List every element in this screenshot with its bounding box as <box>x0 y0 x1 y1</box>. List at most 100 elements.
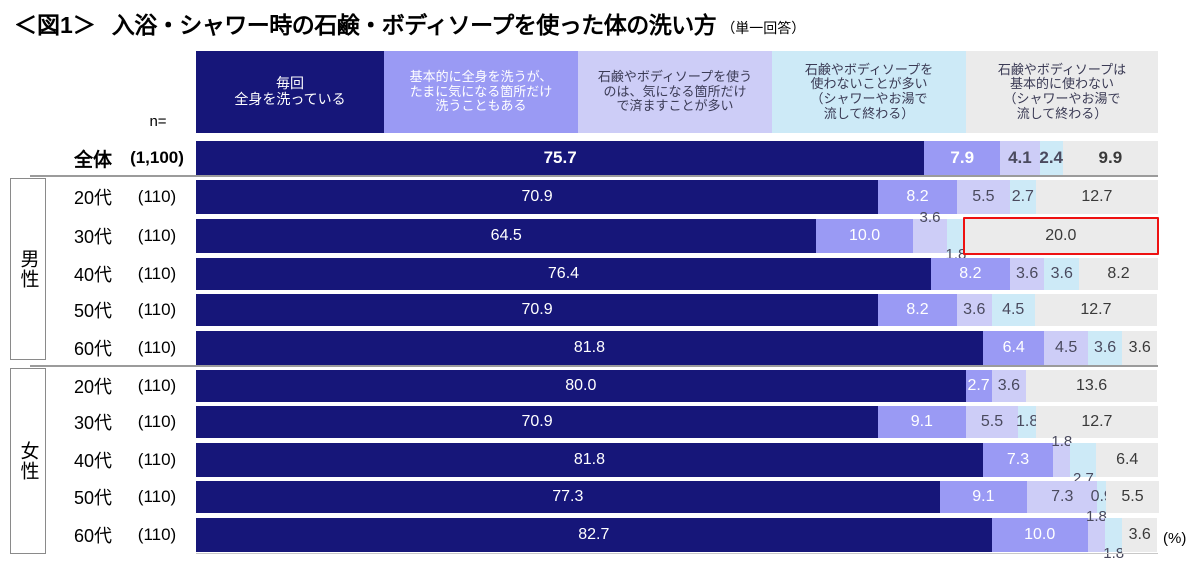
bar-value-label: 3.6 <box>1050 265 1073 282</box>
row-label: 50代 <box>73 301 112 321</box>
bar-value-label: 3.6 <box>963 301 986 318</box>
separator-above-male <box>30 175 1158 177</box>
bar-segment-4[interactable]: 12.7 <box>1035 406 1158 438</box>
bar-value-label: 6.4 <box>1116 451 1139 468</box>
bar-segment-3[interactable]: 2.7 <box>1009 180 1036 214</box>
bar-segment-1[interactable]: 10.0 <box>816 219 913 253</box>
bar-segment-1[interactable]: 10.0 <box>991 518 1088 552</box>
bar-segment-4[interactable]: 9.9 <box>1062 141 1158 175</box>
bar-segment-0[interactable]: 70.9 <box>196 406 879 438</box>
bar-segment-2[interactable]: 3.6 <box>991 370 1027 402</box>
row-sample-size: (110) <box>137 412 177 431</box>
bar-segment-4[interactable]: 6.4 <box>1096 443 1158 477</box>
bar-segment-2[interactable]: 3.6 <box>1009 258 1045 290</box>
bar-value-label: 1.8 <box>1085 508 1107 525</box>
bar-segment-0[interactable]: 80.0 <box>196 370 966 402</box>
bar-segment-0[interactable]: 81.8 <box>196 443 983 477</box>
row-label: 40代 <box>73 265 112 285</box>
bar-segment-3[interactable]: 3.6 <box>1044 258 1080 290</box>
bar-segment-2[interactable]: 1.8 <box>1051 433 1072 477</box>
bar-segment-0[interactable]: 70.9 <box>196 294 879 326</box>
row-sample-size: (110) <box>137 226 177 245</box>
bar-value-label: 80.0 <box>565 377 597 394</box>
bar-segment-4[interactable]: 13.6 <box>1026 370 1158 402</box>
stacked-bar: 81.8 7.3 1.8 2.7 6.4 <box>196 433 1158 487</box>
bar-segment-3[interactable]: 4.5 <box>991 294 1035 326</box>
row-sample-size: (110) <box>137 264 177 283</box>
row-label: 60代 <box>73 526 112 546</box>
bar-segment-4[interactable]: 5.5 <box>1106 481 1159 513</box>
bar-segment-4[interactable]: 12.7 <box>1035 180 1158 214</box>
stacked-bar: 80.0 2.7 3.6 13.6 <box>196 370 1158 402</box>
table-row: 30代 (110) 70.9 9.1 5.5 1.8 12.7 <box>0 406 1200 438</box>
bar-segment-0[interactable]: 75.7 <box>196 141 925 175</box>
bar-segment-4[interactable]: 20.0 <box>964 219 1157 253</box>
row-sample-size: (110) <box>137 338 177 357</box>
bar-segment-0[interactable]: 81.8 <box>196 331 983 365</box>
bar-segment-4[interactable]: 12.7 <box>1034 294 1157 326</box>
bar-value-label: 7.9 <box>950 148 975 167</box>
bar-segment-1[interactable]: 7.3 <box>982 443 1054 477</box>
bar-value-label: 7.3 <box>1051 488 1074 505</box>
bar-segment-1[interactable]: 6.4 <box>982 331 1045 365</box>
stacked-bar: 76.4 8.2 3.6 3.6 8.2 <box>196 258 1158 290</box>
bar-segment-2[interactable]: 4.5 <box>1044 331 1088 365</box>
bar-value-label: 4.5 <box>1054 339 1078 356</box>
bar-segment-3[interactable]: 1.8 <box>1016 406 1038 438</box>
table-row: 40代 (110) 76.4 8.2 3.6 3.6 8.2 <box>0 258 1200 290</box>
page-title: 入浴・シャワー時の石鹸・ボディソープを使った体の洗い方 <box>111 12 717 38</box>
bar-segment-4[interactable]: 8.2 <box>1079 258 1158 290</box>
table-row: 50代 (110) 70.9 8.2 3.6 4.5 12.7 <box>0 294 1200 326</box>
bar-segment-1[interactable]: 8.2 <box>930 258 1010 290</box>
bar-segment-0[interactable]: 82.7 <box>196 518 992 552</box>
legend-header-band: 毎回 全身を洗っている 基本的に全身を洗うが、 たまに気になる箇所だけ 洗うこともある石… <box>196 51 1158 133</box>
row-sample-size: (1,100) <box>130 148 184 167</box>
bar-segment-3[interactable]: 2.4 <box>1039 141 1063 175</box>
bar-value-label: 7.3 <box>1006 451 1030 468</box>
bar-value-label: 20.0 <box>1045 227 1077 244</box>
row-sample-size: (110) <box>137 450 177 469</box>
bar-value-label: 5.5 <box>1121 488 1144 505</box>
table-row: 50代 (110) 77.3 9.1 7.3 0.9 5.5 <box>0 481 1200 513</box>
row-label: 30代 <box>73 413 112 433</box>
legend-header-label-1: 基本的に全身を洗うが、 たまに気になる箇所だけ 洗うこともある <box>409 69 553 114</box>
bar-segment-2[interactable]: 5.5 <box>965 406 1019 438</box>
legend-header-label-0: 毎回 全身を洗っている <box>234 75 346 107</box>
bar-segment-2[interactable]: 3.6 <box>912 209 948 253</box>
bar-value-label: 81.8 <box>573 339 606 356</box>
bar-segment-2[interactable]: 3.6 <box>956 294 992 326</box>
bar-segment-0[interactable]: 70.9 <box>196 180 879 214</box>
bar-value-label: 64.5 <box>490 227 522 244</box>
bar-segment-1[interactable]: 8.2 <box>878 294 957 326</box>
bar-segment-4[interactable]: 3.6 <box>1122 331 1157 365</box>
bar-segment-1[interactable]: 9.1 <box>878 406 966 438</box>
bar-segment-0[interactable]: 76.4 <box>196 258 931 290</box>
bar-segment-1[interactable]: 7.9 <box>924 141 1001 175</box>
bar-segment-1[interactable]: 9.1 <box>939 481 1028 513</box>
bar-segment-3[interactable]: 3.6 <box>1087 331 1123 365</box>
n-column-header: n= <box>149 113 167 130</box>
bar-segment-1[interactable]: 8.2 <box>878 180 957 214</box>
separator-bottom <box>196 553 1158 554</box>
bar-value-label: 1.8 <box>1051 433 1073 450</box>
bar-segment-3[interactable]: 1.8 <box>946 219 966 263</box>
bar-value-label: 12.7 <box>1080 301 1112 318</box>
table-row: 20代 (110) 70.9 8.2 5.5 2.7 12.7 <box>0 180 1200 214</box>
row-label: 20代 <box>73 377 112 397</box>
bar-segment-2[interactable]: 4.1 <box>1000 141 1040 175</box>
bar-segment-2[interactable]: 5.5 <box>956 180 1010 214</box>
bar-segment-2[interactable]: 1.8 <box>1086 508 1107 552</box>
bar-value-label: 3.6 <box>919 209 941 226</box>
bar-segment-1[interactable]: 2.7 <box>965 370 992 402</box>
bar-segment-2[interactable]: 7.3 <box>1027 481 1098 513</box>
figure-number: ＜図1＞ <box>14 12 96 38</box>
bar-value-label: 10.0 <box>1024 526 1056 543</box>
bar-segment-4[interactable]: 3.6 <box>1122 518 1157 552</box>
row-sample-size: (110) <box>137 487 177 506</box>
group-label-male: 男性 <box>17 249 39 289</box>
bar-segment-3[interactable]: 2.7 <box>1070 443 1097 487</box>
group-label-female: 女性 <box>17 441 39 481</box>
bar-segment-0[interactable]: 64.5 <box>196 219 817 253</box>
bar-segment-3[interactable]: 1.8 <box>1103 518 1124 562</box>
bar-segment-0[interactable]: 77.3 <box>196 481 940 513</box>
